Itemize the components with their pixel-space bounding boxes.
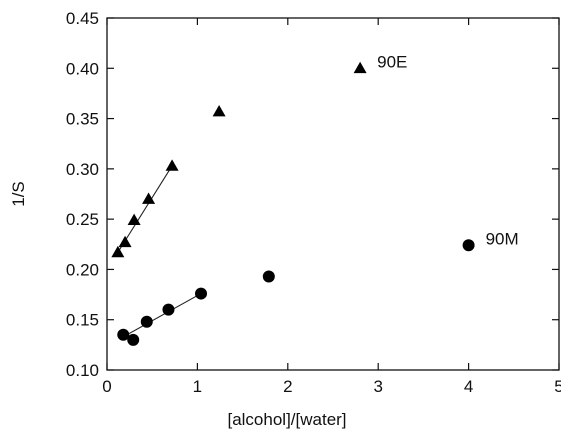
fit-lines — [117, 165, 202, 338]
x-axis-label: [alcohol]/[water] — [227, 410, 346, 429]
fit-line-90e — [117, 165, 173, 253]
x-tick-label: 1 — [193, 377, 202, 396]
data-point-90m — [162, 303, 175, 316]
series-labels: 90E 90M — [377, 52, 519, 248]
y-tick-label: 0.15 — [66, 311, 99, 330]
data-point-90e — [127, 213, 141, 226]
data-point-90e — [353, 61, 367, 74]
series-label-90m: 90M — [486, 229, 519, 248]
data-point-90m — [117, 328, 130, 341]
axis-tick-labels: 0 1 2 3 4 5 0.10 0.15 0.20 0.25 0.30 0.35 0.40 0.45 — [66, 9, 561, 396]
data-point-90m — [127, 333, 140, 346]
data-point-90m — [195, 287, 208, 300]
y-tick-label: 0.45 — [66, 9, 99, 28]
y-tick-label: 0.20 — [66, 260, 99, 279]
y-tick-label: 0.25 — [66, 210, 99, 229]
x-tick-label: 0 — [102, 377, 111, 396]
y-axis-label: 1/S — [9, 181, 28, 207]
data-point-90e — [111, 245, 125, 258]
y-tick-label: 0.35 — [66, 110, 99, 129]
x-tick-label: 2 — [283, 377, 292, 396]
data-point-90e — [118, 235, 132, 248]
x-tick-label: 3 — [373, 377, 382, 396]
plot-frame — [106, 17, 560, 371]
fit-line-90m — [123, 293, 202, 338]
axis-ticks — [106, 17, 560, 371]
x-tick-label: 4 — [464, 377, 473, 396]
data-point-90m — [140, 315, 153, 328]
x-tick-label: 5 — [554, 377, 561, 396]
y-tick-label: 0.30 — [66, 160, 99, 179]
data-markers — [111, 61, 475, 346]
data-point-90m — [462, 239, 475, 252]
y-tick-label: 0.40 — [66, 59, 99, 78]
data-point-90e — [142, 192, 156, 204]
series-label-90e: 90E — [377, 52, 407, 71]
data-point-90e — [165, 159, 179, 171]
data-point-90e — [212, 105, 226, 117]
y-tick-label: 0.10 — [66, 361, 99, 380]
data-point-90m — [262, 270, 275, 283]
